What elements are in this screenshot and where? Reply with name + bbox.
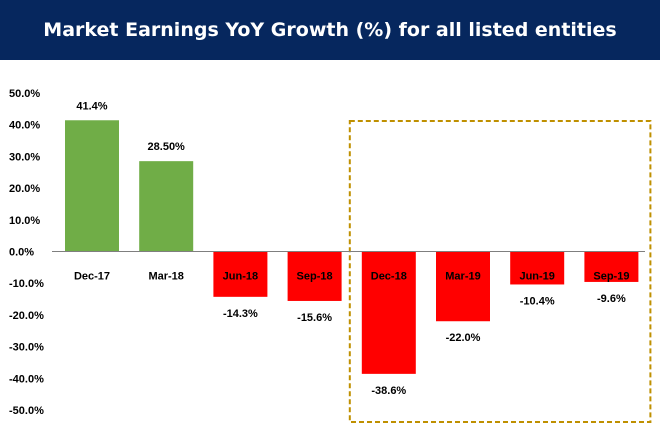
data-label: -38.6% [371, 385, 406, 397]
bar [65, 120, 119, 252]
bar [287, 251, 342, 301]
category-label: Jun-19 [519, 271, 554, 283]
data-label: -15.6% [297, 312, 332, 324]
y-tick-label: -10.0% [9, 278, 44, 290]
y-tick-label: -40.0% [9, 373, 44, 385]
category-label: Sep-18 [297, 271, 333, 283]
bar [436, 251, 490, 322]
data-label: -10.4% [520, 295, 555, 307]
highlight-box [348, 120, 652, 423]
category-label: Jun-18 [223, 271, 258, 283]
y-tick-label: -50.0% [9, 405, 44, 417]
y-tick-label: 20.0% [9, 183, 40, 195]
y-tick-label: 0.0% [9, 247, 34, 259]
y-tick-label: 30.0% [9, 151, 40, 163]
category-label: Dec-17 [74, 271, 110, 283]
data-label: -22.0% [446, 332, 481, 344]
data-label: 41.4% [76, 100, 107, 112]
bar [584, 251, 639, 282]
bar [361, 251, 416, 374]
category-label: Dec-18 [371, 271, 407, 283]
y-tick-label: -30.0% [9, 342, 44, 354]
category-label: Sep-19 [593, 271, 629, 283]
title-banner: Market Earnings YoY Growth (%) for all l… [0, 0, 660, 60]
data-label: -9.6% [597, 293, 626, 305]
data-label: 28.50% [148, 141, 186, 153]
y-tick-label: 40.0% [9, 120, 40, 132]
y-tick-label: 50.0% [9, 88, 40, 100]
chart-title: Market Earnings YoY Growth (%) for all l… [43, 19, 617, 41]
category-label: Mar-18 [148, 271, 183, 283]
bar [213, 251, 268, 297]
y-tick-label: 10.0% [9, 215, 40, 227]
y-tick-label: -20.0% [9, 310, 44, 322]
bar [139, 161, 194, 252]
bar [510, 251, 565, 285]
data-label: -14.3% [223, 308, 258, 320]
category-label: Mar-19 [445, 271, 480, 283]
